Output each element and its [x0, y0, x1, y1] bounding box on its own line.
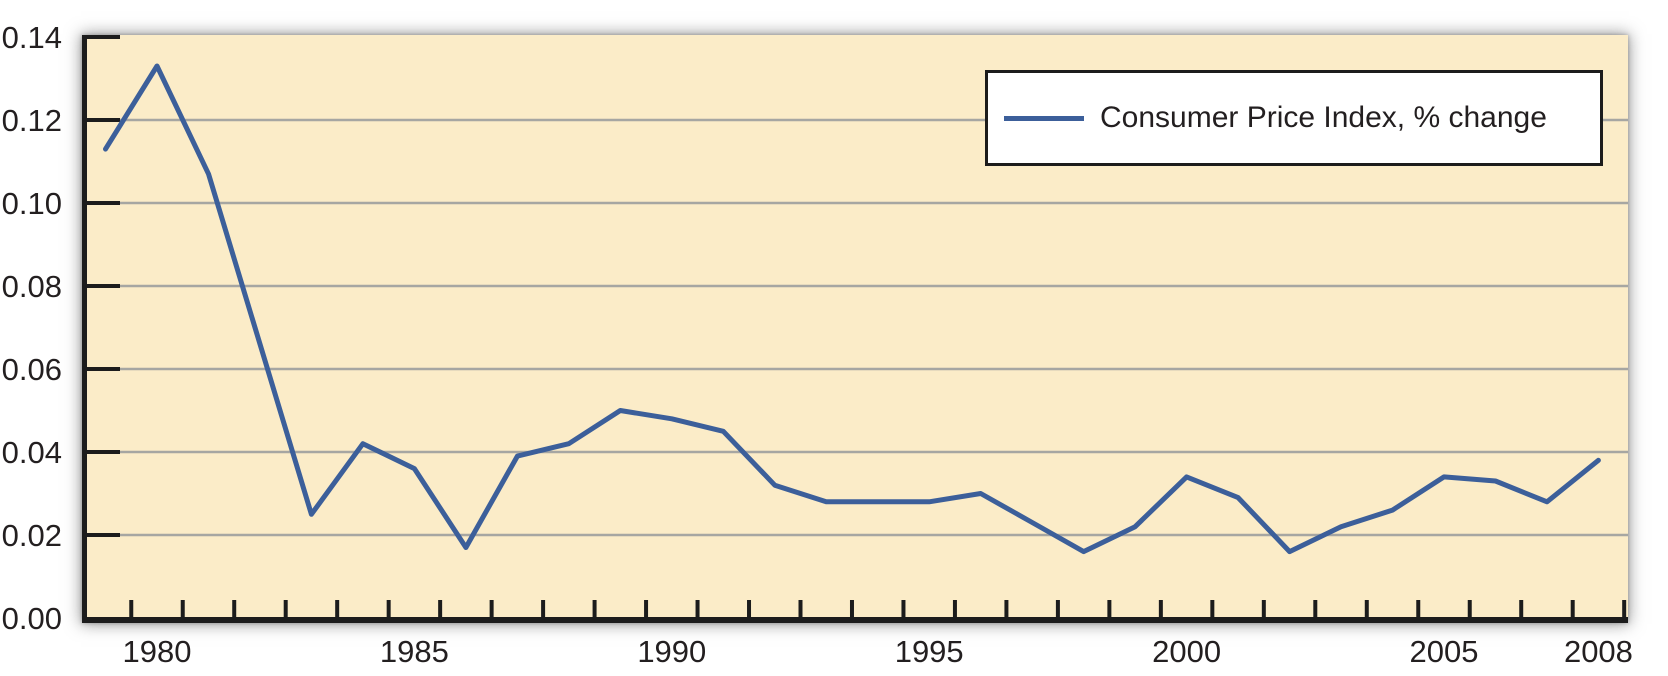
y-tick-label: 0.06	[2, 352, 62, 387]
x-tick-label: 1995	[895, 634, 964, 669]
y-tick-label: 0.10	[2, 186, 62, 221]
y-tick-label: 0.08	[2, 269, 62, 304]
legend: Consumer Price Index, % change	[985, 70, 1603, 166]
y-tick-label: 0.04	[2, 435, 62, 470]
y-tick-label: 0.02	[2, 518, 62, 553]
y-tick-label: 0.00	[2, 601, 62, 636]
legend-line-swatch	[1004, 115, 1084, 121]
legend-label: Consumer Price Index, % change	[1100, 101, 1547, 134]
x-tick-label: 2005	[1410, 634, 1479, 669]
y-tick-label: 0.12	[2, 103, 62, 138]
y-tick-label: 0.14	[2, 20, 62, 55]
x-tick-label: 1985	[380, 634, 449, 669]
x-tick-label: 2000	[1152, 634, 1221, 669]
x-tick-label: 1990	[637, 634, 706, 669]
x-tick-label: 2008	[1564, 634, 1633, 669]
x-tick-label: 1980	[123, 634, 192, 669]
